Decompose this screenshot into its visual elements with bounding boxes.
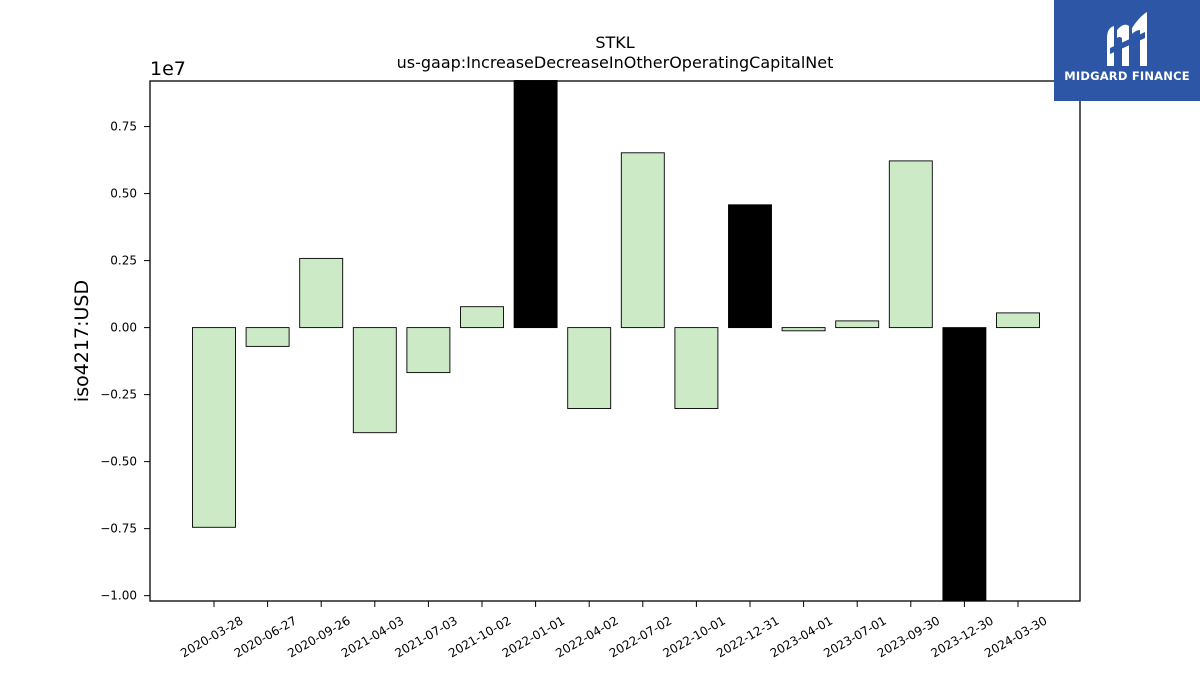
y-scale-label: 1e7 (150, 58, 186, 80)
bar-2023-12-30 (942, 327, 987, 602)
y-tick-label: −1.00 (100, 589, 137, 603)
bar-2021-10-02 (460, 306, 504, 329)
bar-2022-10-01 (674, 327, 719, 409)
midgard-logo-icon (1107, 12, 1147, 66)
bar-2020-03-28 (192, 327, 236, 528)
y-axis-label: iso4217:USD (71, 280, 93, 402)
y-tick-label: 0.25 (110, 254, 137, 268)
y-tick-label: 0.00 (110, 321, 137, 335)
y-tick-label: −0.50 (100, 455, 137, 469)
y-axis: −1.00 −0.75 −0.50 −0.25 0.00 0.25 0.50 0.75 (100, 120, 150, 603)
bar-2020-06-27 (245, 327, 290, 347)
bar-2022-07-02 (620, 152, 665, 329)
bar-2024-03-30 (996, 312, 1040, 329)
x-axis: 2020-03-282020-06-272020-09-262021-04-03… (178, 601, 1050, 660)
chart-subtitle: us-gaap:IncreaseDecreaseInOtherOperating… (397, 53, 834, 72)
bar-2023-09-30 (888, 160, 933, 329)
y-tick-label: −0.25 (100, 388, 137, 402)
brand-logo: MIDGARD FINANCE (1054, 0, 1200, 101)
bar-2021-07-03 (406, 327, 451, 374)
plot-frame (149, 80, 1081, 602)
chart-title: STKL (595, 33, 634, 52)
bars-group (192, 80, 1040, 602)
y-tick-label: 0.75 (110, 120, 137, 134)
bar-2020-09-26 (299, 257, 344, 329)
y-tick-label: 0.50 (110, 187, 137, 201)
y-tick-label: −0.75 (100, 522, 137, 536)
bar-2021-04-03 (352, 327, 397, 434)
bar-2022-01-01 (513, 80, 558, 329)
bar-2022-04-02 (567, 327, 612, 409)
bar-2023-04-01 (781, 327, 826, 332)
logo-text: MIDGARD FINANCE (1064, 69, 1190, 83)
bar-2022-12-31 (728, 204, 772, 329)
bar-2023-07-01 (835, 320, 880, 329)
